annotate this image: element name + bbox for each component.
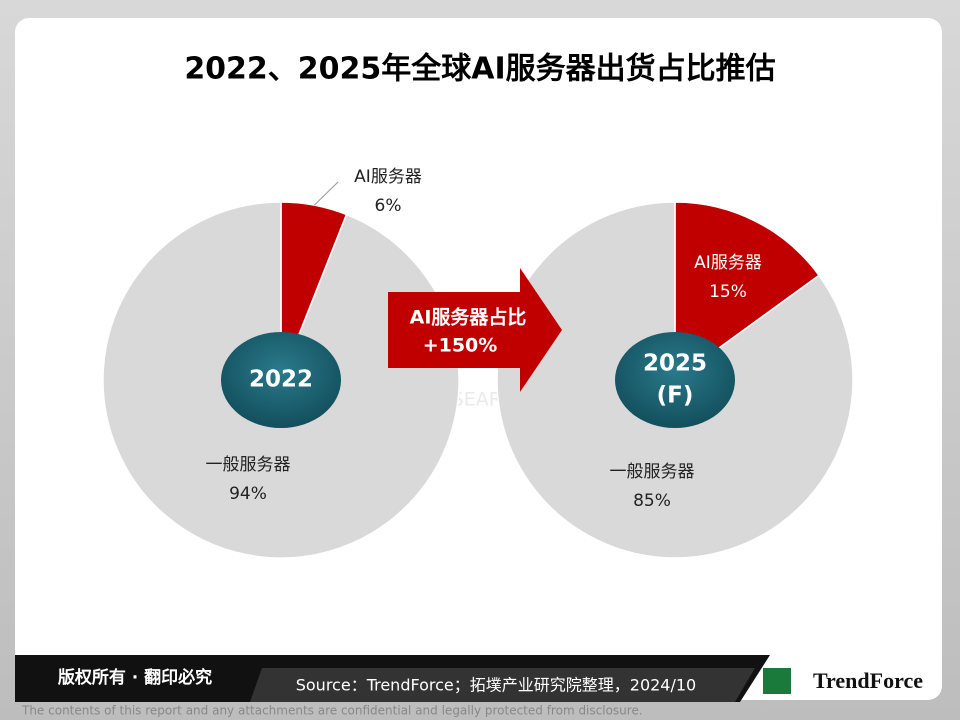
pie-slice xyxy=(674,201,821,382)
disclaimer: The contents of this report and any atta… xyxy=(21,704,643,718)
rights: 版权所有 · 翻印必究 xyxy=(58,667,212,688)
source: Source：TrendForce；拓墣产业研究院整理，2024/10 xyxy=(296,676,697,695)
center-label: 2022 xyxy=(249,367,313,393)
slice-value: 15% xyxy=(709,282,747,302)
center-ellipse xyxy=(221,332,341,428)
slice-label: 一般服务器 xyxy=(610,462,695,482)
source-band xyxy=(250,668,755,702)
center-ellipse xyxy=(615,332,735,428)
center-label: 2025 xyxy=(643,351,707,377)
slice-label: 一般服务器 xyxy=(206,455,291,475)
slice-value: 6% xyxy=(375,196,402,216)
pie-slice xyxy=(496,201,854,559)
leader-line xyxy=(314,181,339,206)
center-label: (F) xyxy=(657,383,694,409)
slice-label: AI服务器 xyxy=(694,253,762,273)
arrow xyxy=(388,268,562,392)
arrow-text: AI服务器占比 xyxy=(410,306,527,329)
slice-value: 85% xyxy=(633,491,671,511)
logo: TrendForce xyxy=(813,668,923,693)
title: 2022、2025年全球AI服务器出货占比推估 xyxy=(184,52,775,87)
slice-label: AI服务器 xyxy=(354,167,422,187)
slice-value: 94% xyxy=(229,484,267,504)
arrow-text: +150% xyxy=(423,335,498,357)
charts: AI服务器 6% 一般服务器 94% 2022 AI服务器 15% 一般服务器 85% 2025 (… xyxy=(102,167,854,559)
logo-mark xyxy=(763,668,791,694)
